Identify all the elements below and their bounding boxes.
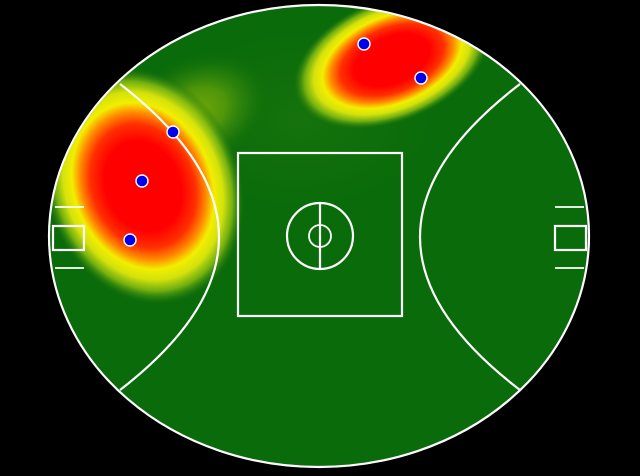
ground-markings xyxy=(51,83,588,391)
shot-marker-p1[interactable] xyxy=(166,125,180,139)
fifty-metre-arc-left xyxy=(119,83,220,391)
shot-marker-p4[interactable] xyxy=(357,37,371,51)
shot-marker-p2[interactable] xyxy=(135,174,149,188)
goal-square-right xyxy=(553,224,588,252)
shot-marker-group[interactable] xyxy=(123,37,428,247)
shot-marker-p5[interactable] xyxy=(414,71,428,85)
goal-square-left xyxy=(51,224,86,252)
shot-marker-p3[interactable] xyxy=(123,233,137,247)
fifty-metre-arc-right xyxy=(419,83,521,391)
center-square xyxy=(236,151,404,318)
oval-boundary xyxy=(47,3,591,469)
